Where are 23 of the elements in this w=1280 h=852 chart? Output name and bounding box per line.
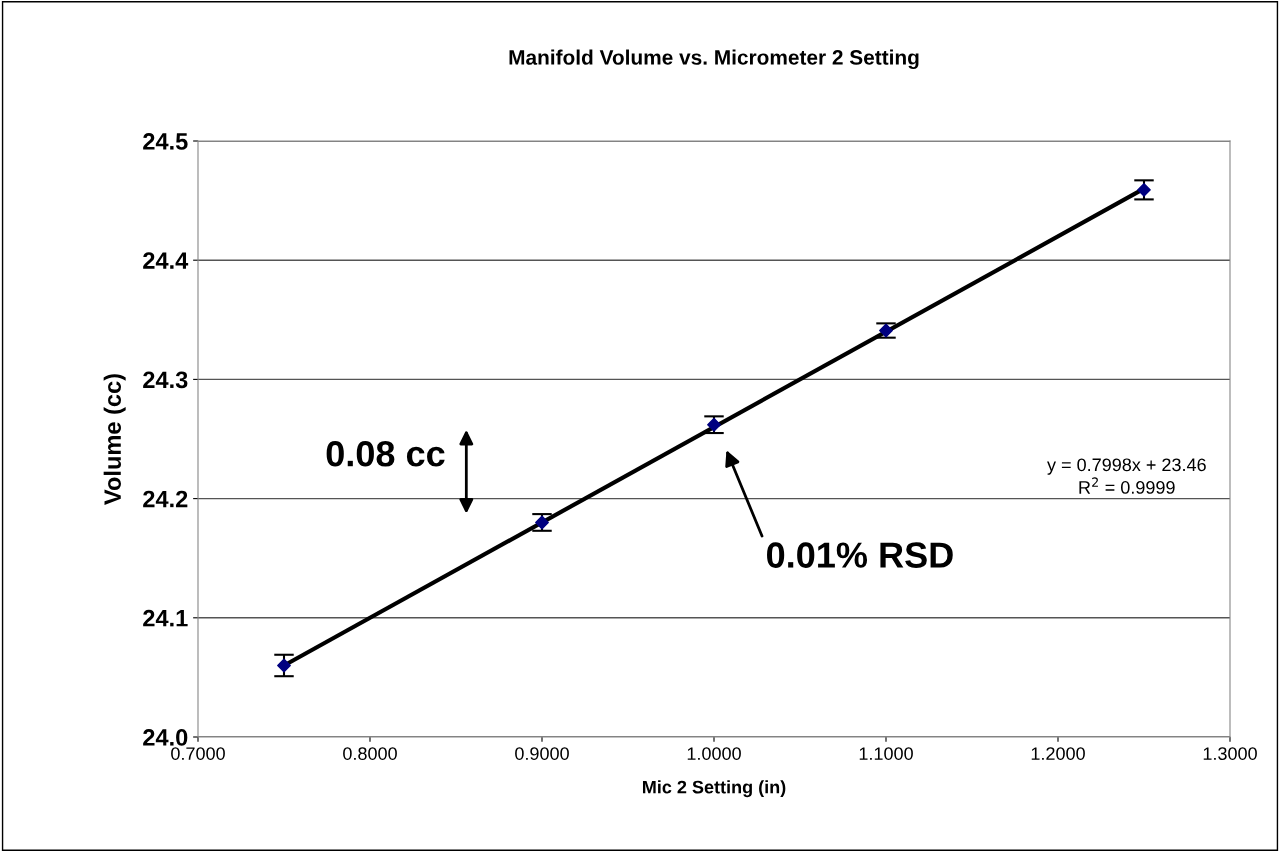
y-tick-label: 24.0 [143,729,188,746]
y-axis-title: Volume (cc) [103,374,126,505]
point [535,515,549,530]
y-tick-label: 24.1 [143,609,188,627]
annotation: R$^{2}$ = 0.9999 [1079,477,1175,494]
x-tick-label: 1.3000 [1203,747,1257,760]
point [277,658,291,673]
y-tick-label: 24.2 [143,490,188,508]
y-tick-label: 24.5 [143,133,188,150]
x-tick-label: 1.0000 [687,747,741,760]
x-tick-label: 0.7000 [171,747,225,760]
x-tick-label: 1.2000 [1031,747,1085,760]
chart-title: Manifold Volume vs. Micrometer 2 Setting [509,49,919,70]
annotation: y = 0.7998x + 23.46 [1047,458,1206,475]
x-tick-label: 0.8000 [343,747,397,760]
annotation: 0.01% RSD [767,542,953,568]
y-tick-label: 24.4 [143,252,189,269]
y-tick-label: 24.3 [143,371,188,389]
point [879,323,893,338]
annotation: 0.08 cc [326,441,445,467]
x-tick-label: 0.9000 [515,747,569,760]
x-axis-title: Mic 2 Setting (in) [642,780,786,798]
x-tick-label: 1.1000 [859,747,913,760]
